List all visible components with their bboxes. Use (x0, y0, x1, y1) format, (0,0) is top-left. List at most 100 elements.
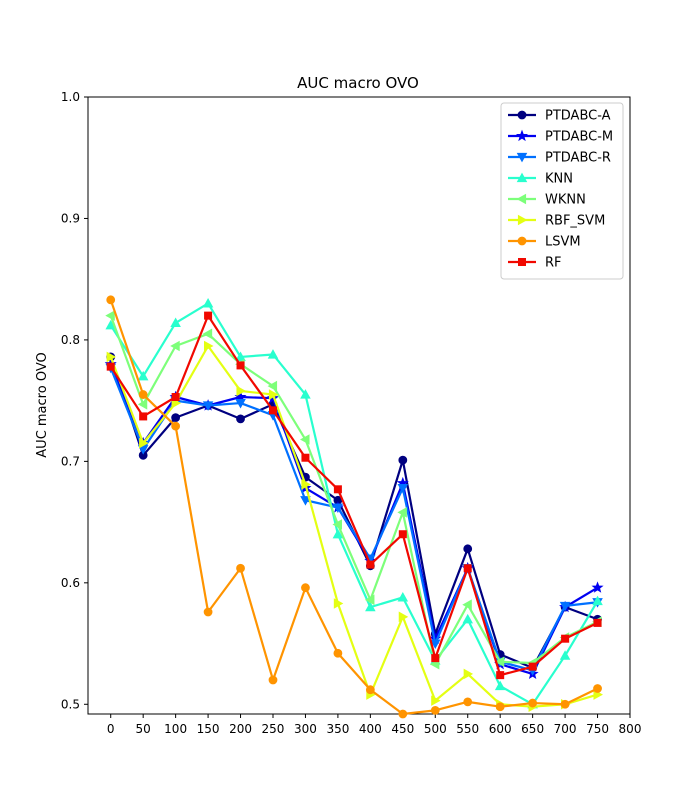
data-point (105, 310, 115, 321)
data-point (495, 702, 505, 712)
data-point (106, 362, 115, 371)
y-tick-label: 0.6 (61, 576, 80, 590)
legend-label: RF (545, 256, 562, 271)
data-point (203, 340, 214, 352)
data-point (463, 544, 473, 554)
data-point (431, 654, 440, 663)
data-point (494, 656, 505, 668)
legend-label: WKNN (545, 193, 586, 208)
data-point (463, 697, 473, 707)
data-point (397, 507, 407, 518)
data-point (235, 351, 246, 362)
data-point (591, 581, 604, 593)
y-axis: 0.5 0.6 0.7 0.8 0.9 1.0 (61, 90, 88, 711)
series-line (109, 363, 599, 676)
x-tick-label: 800 (619, 722, 642, 736)
data-point (301, 479, 311, 490)
data-point (268, 389, 279, 400)
legend-label: PTDABC-R (545, 151, 611, 166)
x-tick-label: 550 (456, 722, 479, 736)
series-line (109, 356, 598, 669)
series-line (109, 367, 598, 672)
data-point (236, 414, 245, 424)
x-tick-label: 650 (521, 722, 544, 736)
data-point (559, 650, 571, 660)
legend-marker (515, 129, 529, 142)
legend-marker (516, 172, 528, 183)
x-tick-label: 50 (136, 722, 151, 736)
data-point (267, 380, 278, 392)
data-point (592, 595, 603, 606)
legend-label: LSVM (545, 235, 581, 250)
legend-marker (517, 214, 528, 226)
legend-label: RBF_SVM (545, 214, 605, 229)
plot-frame (87, 96, 631, 715)
data-point (365, 685, 375, 695)
legend-label: KNN (545, 172, 573, 187)
series-line (109, 299, 599, 716)
data-point (332, 519, 342, 530)
data-point (528, 662, 537, 671)
data-point (398, 530, 407, 539)
data-point (137, 399, 148, 410)
data-point (202, 298, 214, 308)
data-point (462, 613, 473, 624)
legend-entry: PTDABC-R (508, 151, 611, 166)
data-point (528, 698, 538, 708)
legend-entry: PTDABC-A (508, 109, 611, 124)
data-point (398, 455, 408, 465)
series-line (109, 315, 599, 666)
data-point (268, 406, 277, 415)
data-point (137, 370, 149, 381)
legend-marker (517, 236, 527, 246)
x-tick-label: 450 (391, 722, 414, 736)
data-point (267, 349, 279, 359)
data-point (365, 601, 376, 612)
data-point (397, 591, 409, 602)
data-point (593, 618, 602, 627)
data-point (559, 601, 571, 612)
legend: PTDABC-A PTDABC-M PTDABC-R KNN WKNN RBF_SVM LS… (500, 102, 624, 280)
series-line (109, 302, 599, 706)
y-tick-label: 0.9 (61, 211, 80, 225)
x-tick-label: 750 (586, 722, 609, 736)
x-tick-label: 500 (424, 722, 447, 736)
legend-label: PTDABC-M (545, 130, 613, 145)
data-point (170, 340, 180, 352)
x-tick-label: 350 (326, 722, 349, 736)
x-tick-label: 400 (359, 722, 382, 736)
series-ptdabc-m (104, 357, 604, 680)
x-tick-label: 150 (197, 722, 220, 736)
data-point (300, 434, 310, 445)
x-axis: 0 50 100 150 200 250 300 350 400 450 500 550 600 650 7… (107, 714, 642, 736)
x-tick-label: 0 (107, 722, 115, 736)
legend-marker (516, 193, 527, 205)
data-point (268, 675, 278, 685)
data-point (398, 709, 408, 719)
x-tick-label: 100 (164, 722, 187, 736)
series-rf (106, 311, 602, 680)
data-point (236, 563, 245, 573)
data-point (171, 392, 180, 401)
y-tick-label: 0.5 (61, 697, 80, 711)
data-point (560, 699, 570, 709)
data-point (333, 648, 343, 658)
data-point (332, 528, 344, 539)
data-point (561, 634, 570, 643)
data-point (332, 503, 344, 513)
data-point (301, 453, 310, 462)
x-tick-label: 700 (554, 722, 577, 736)
x-tick-label: 200 (229, 722, 252, 736)
data-point (202, 328, 213, 340)
data-point (170, 317, 181, 327)
legend-marker (516, 152, 528, 163)
series-lsvm (106, 295, 602, 719)
data-point (494, 680, 506, 691)
legend-entry: PTDABC-M (508, 130, 613, 145)
series-ptdabc-r (105, 363, 603, 676)
data-point (397, 484, 409, 494)
data-point (462, 599, 472, 610)
y-tick-label: 0.7 (61, 454, 80, 468)
legend-entry: RBF_SVM (508, 214, 605, 229)
data-point (463, 668, 474, 680)
